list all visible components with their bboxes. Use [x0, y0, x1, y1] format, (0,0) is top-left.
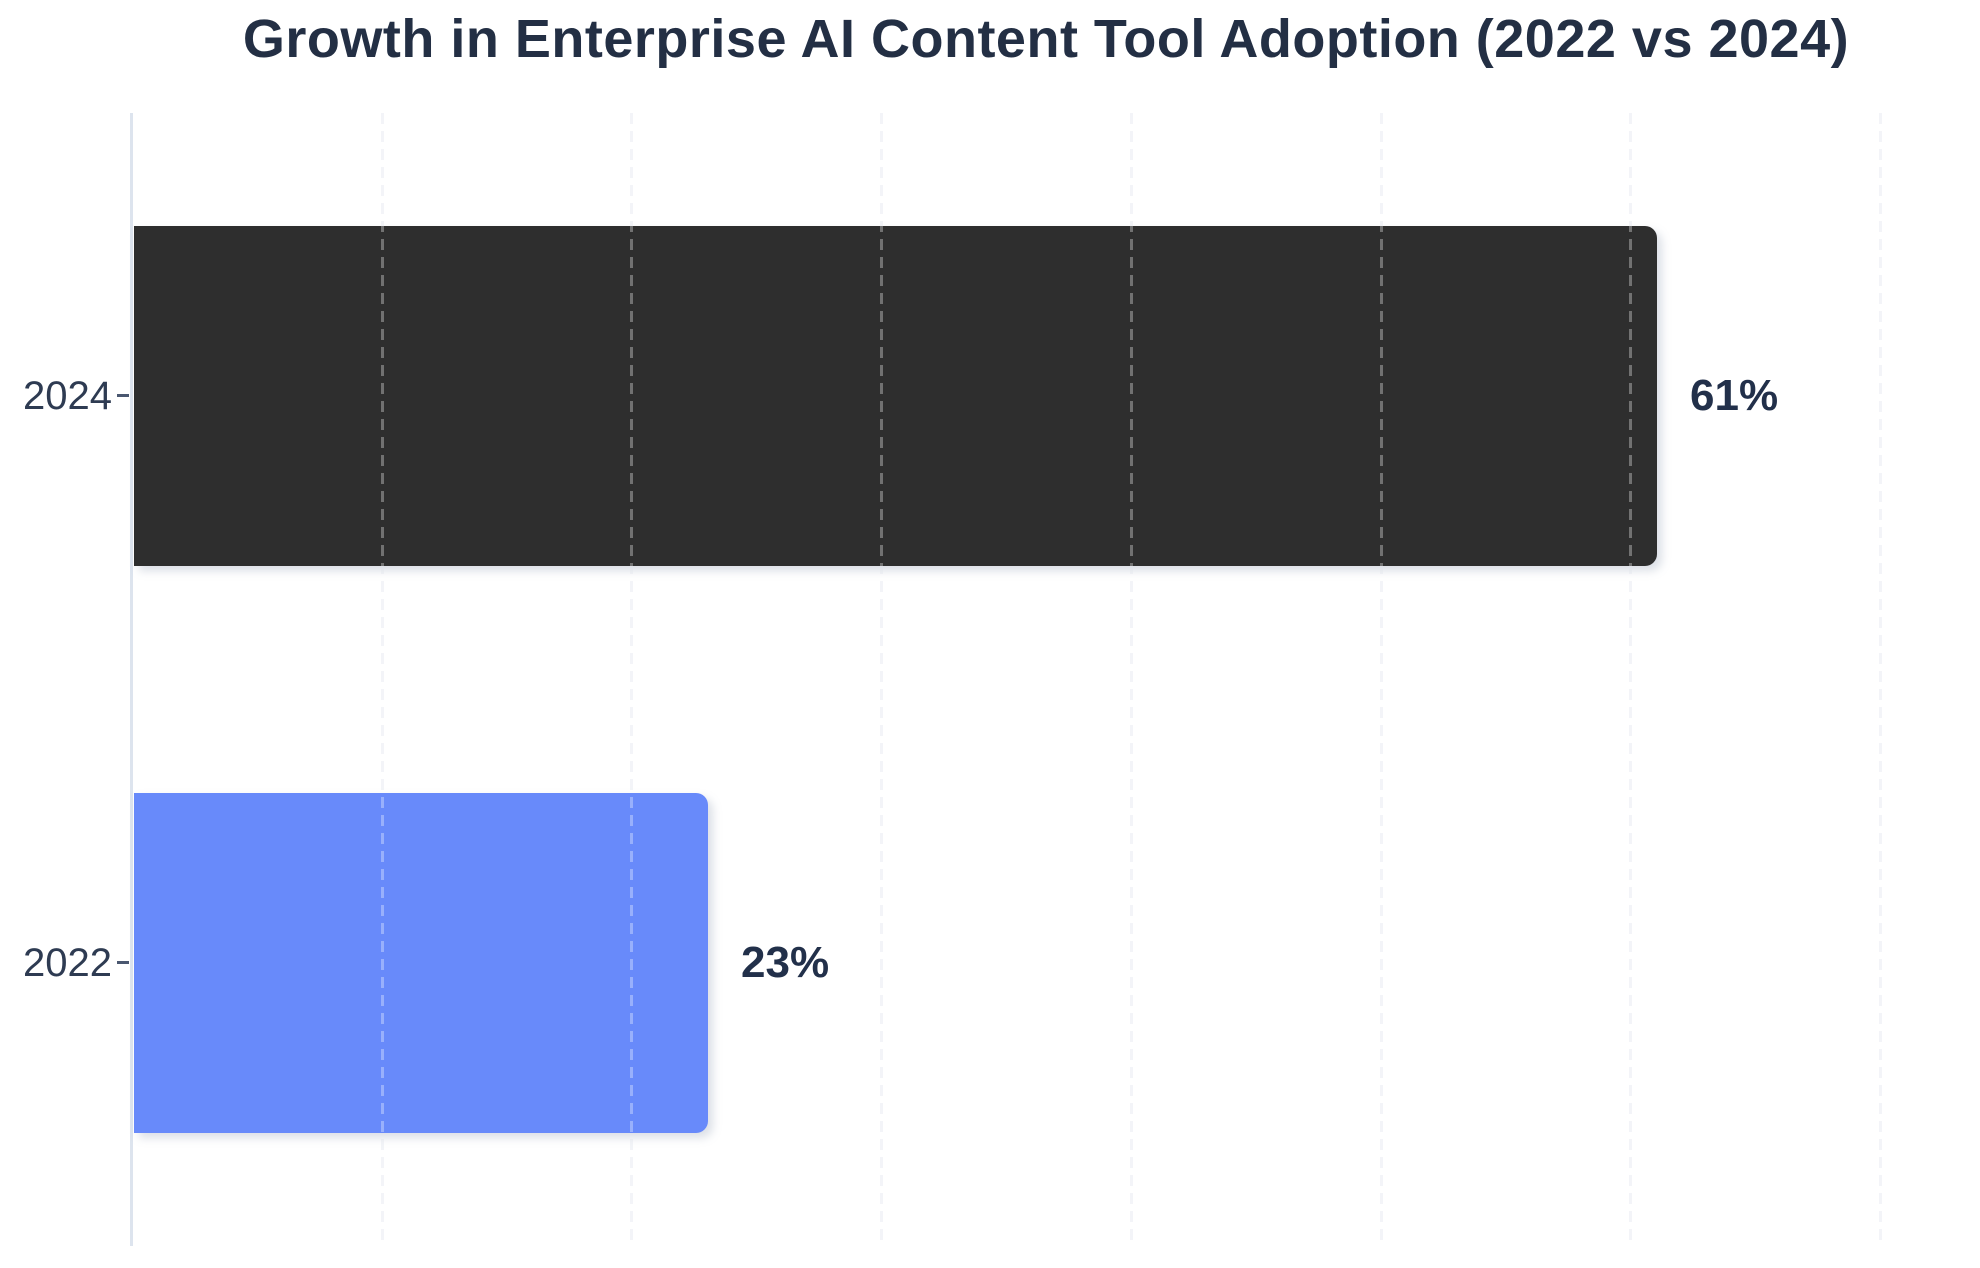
gridline-70-percent [1879, 113, 1882, 1246]
gridline-40-percent [1130, 113, 1133, 1246]
gridline-50-percent [1380, 113, 1383, 1246]
value-label-2022: 23% [741, 938, 830, 987]
chart-title: Growth in Enterprise AI Content Tool Ado… [242, 9, 1850, 69]
gridline-30-percent [880, 113, 883, 1246]
tick-mark-2022 [117, 961, 129, 964]
gridline-30-percent [880, 113, 883, 1246]
gridline-70-percent [1879, 113, 1882, 1246]
gridline-10-percent [381, 113, 384, 1246]
gridline-60-percent [1629, 113, 1632, 1246]
tick-label-2024: 2024 [23, 374, 112, 418]
tick-mark-2024 [117, 394, 129, 397]
tick-label-2022: 2022 [23, 941, 112, 985]
bar-2024[interactable] [134, 226, 1657, 566]
bar-2022[interactable] [134, 793, 708, 1133]
gridline-20-percent [630, 113, 633, 1246]
value-label-2024: 61% [1690, 371, 1779, 420]
gridline-40-percent [1130, 113, 1133, 1246]
y-axis-line [130, 113, 133, 1246]
gridline-10-percent [381, 113, 384, 1246]
gridline-50-percent [1380, 113, 1383, 1246]
gridline-60-percent [1629, 113, 1632, 1246]
gridline-20-percent [630, 113, 633, 1246]
